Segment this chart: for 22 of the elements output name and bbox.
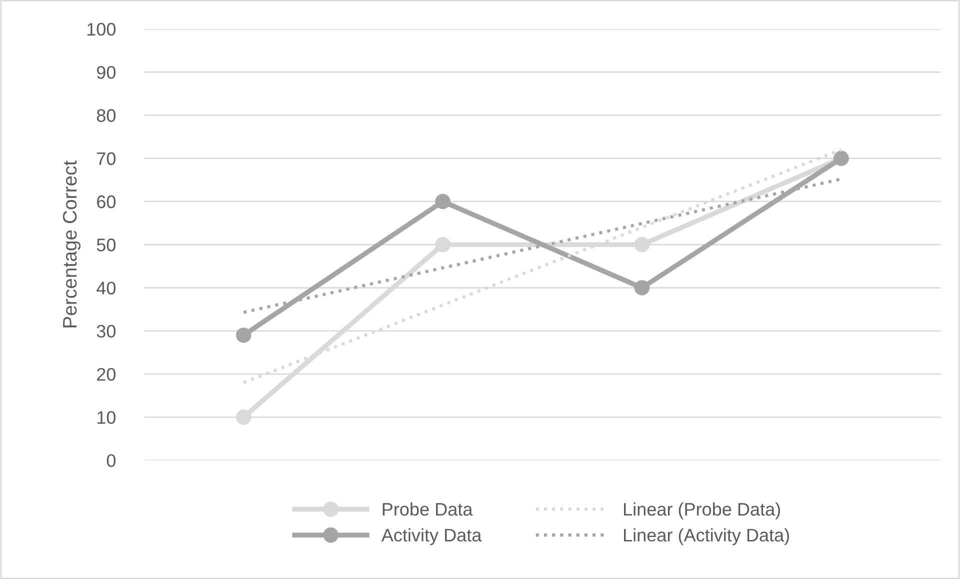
- y-tick-label: 20: [97, 368, 116, 381]
- y-tick-label: 50: [96, 238, 116, 252]
- legend-label: Probe Data: [382, 502, 473, 516]
- y-tick-label: 100: [87, 22, 116, 36]
- y-tick-label: 70: [97, 152, 116, 166]
- point: [435, 236, 450, 252]
- y-tick-label: 30: [96, 324, 116, 338]
- point: [435, 194, 450, 210]
- legend-label: Activity Data: [381, 528, 482, 546]
- y-tick-label: 40: [96, 282, 116, 294]
- y-tick-label: 0: [106, 454, 116, 468]
- y-tick-label: 60: [97, 195, 116, 208]
- point: [634, 280, 650, 296]
- point: [634, 236, 650, 252]
- point: [236, 328, 252, 343]
- y-tick-label: 90: [96, 66, 116, 79]
- legend-label: Linear (Probe Data): [624, 502, 780, 520]
- point: [236, 410, 252, 425]
- y-axis-title: Percentage Correct: [62, 160, 81, 328]
- legend-label: Linear (Activity Data): [624, 528, 789, 546]
- y-tick-label: 10: [98, 411, 116, 424]
- y-tick-label: 80: [96, 109, 116, 122]
